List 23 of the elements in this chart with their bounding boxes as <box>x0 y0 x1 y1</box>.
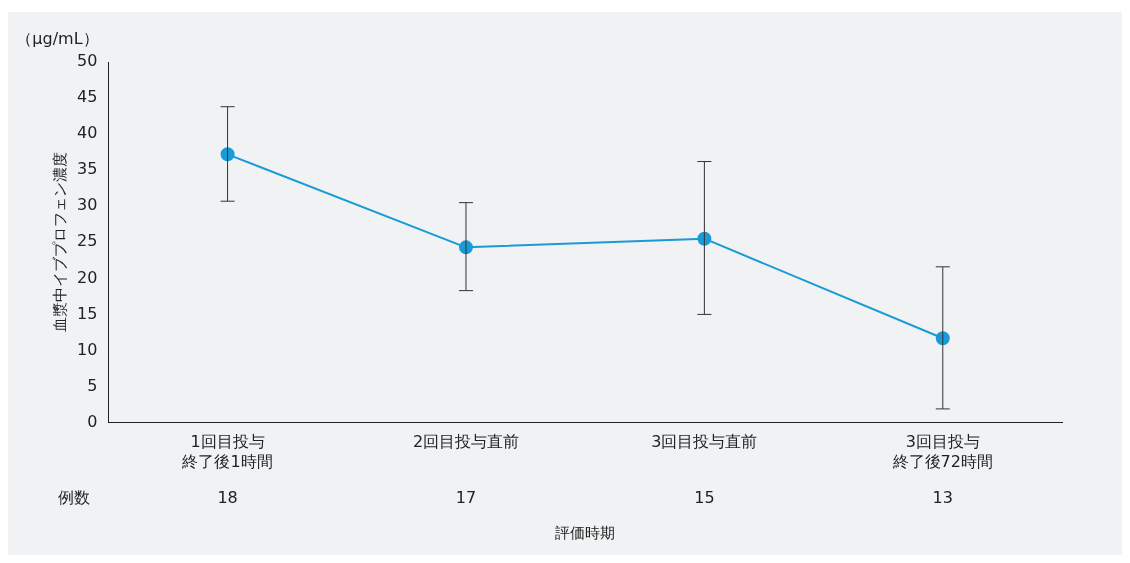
text: 15 <box>694 487 715 507</box>
text: 例数 <box>58 487 90 507</box>
text: 17 <box>455 487 477 507</box>
text: 13 <box>932 487 953 507</box>
y-tick-label: 15 <box>77 303 98 323</box>
y-tick-label: 40 <box>77 123 98 143</box>
y-axis-title: 血漿中イブプロフェン濃度 <box>50 152 69 333</box>
y-tick-label: 25 <box>77 231 98 251</box>
x-tick-label: 2回目投与直前 <box>412 432 520 452</box>
text: （μg/mL） <box>16 29 99 49</box>
y-tick-label: 45 <box>77 87 98 107</box>
y-tick-label: 10 <box>77 339 98 359</box>
y-tick-label: 30 <box>77 195 98 215</box>
y-tick-label: 5 <box>87 375 98 395</box>
y-tick-label: 0 <box>87 411 98 431</box>
x-tick-label: 3回目投与直前 <box>651 432 758 452</box>
y-tick-label: 35 <box>77 159 98 179</box>
x-axis-title: 評価時期 <box>555 523 616 542</box>
y-tick-label: 20 <box>77 267 98 287</box>
x-tick-label: 1回目投与終了後1時間 <box>181 432 273 471</box>
y-tick-label: 50 <box>77 51 98 71</box>
text: 18 <box>217 487 238 507</box>
x-tick-label: 3回目投与終了後72時間 <box>891 432 993 471</box>
